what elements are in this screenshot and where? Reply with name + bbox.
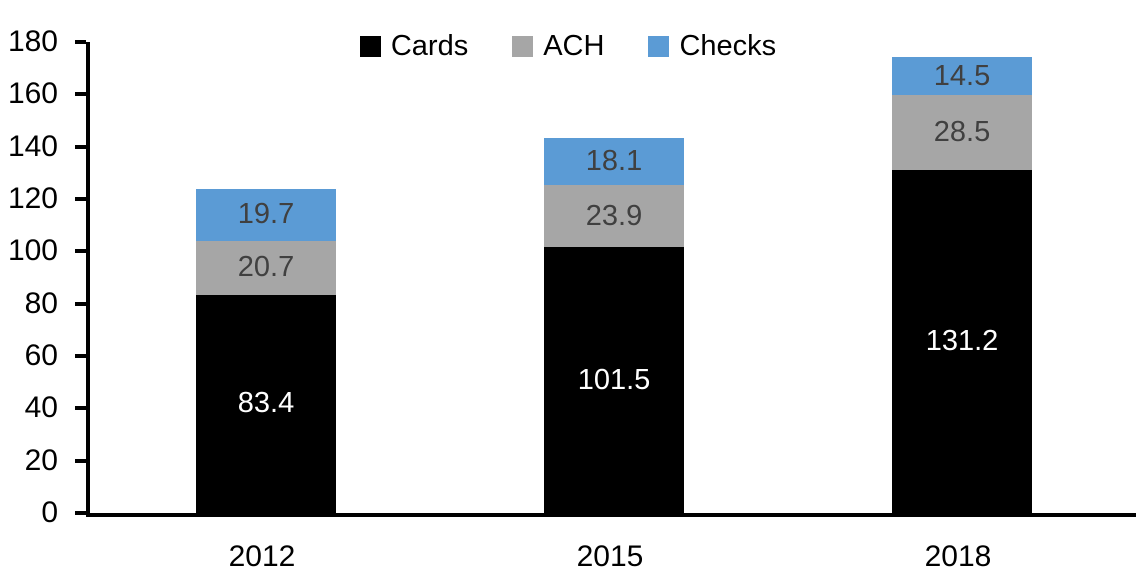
y-axis-tick-mark (75, 458, 86, 463)
legend-swatch (359, 36, 381, 57)
bar-value-label: 18.1 (585, 144, 643, 177)
x-axis-tick-label: 2018 (924, 540, 992, 573)
bar-value-label: 131.2 (925, 324, 999, 357)
y-axis-tick-label: 160 (7, 77, 58, 111)
y-axis-tick-label: 140 (7, 129, 58, 163)
legend-label: Cards (390, 30, 469, 62)
bar-segment-cards: 131.2 (892, 169, 1032, 513)
plot-area: 83.4 20.7 19.7 101.5 23.9 18.1 131.2 28.5 14.5 (75, 40, 1136, 517)
bar-segment-checks: 18.1 (544, 137, 684, 185)
y-axis-tick-mark (75, 197, 86, 201)
x-axis-tick-label: 2015 (576, 540, 644, 573)
y-axis-tick-mark (75, 301, 86, 306)
legend-item-cards: Cards (359, 30, 469, 63)
y-axis-tick-label: 40 (24, 391, 58, 425)
legend-item-ach: ACH (512, 30, 604, 63)
bar-2012: 83.4 20.7 19.7 (196, 189, 336, 513)
bar-segment-ach: 23.9 (544, 184, 684, 248)
bar-value-label: 28.5 (933, 115, 991, 148)
y-axis-tick-label: 100 (7, 234, 58, 268)
bar-value-label: 101.5 (577, 363, 651, 396)
bar-segment-ach: 20.7 (196, 240, 336, 295)
legend-label: ACH (543, 30, 605, 62)
y-axis-tick-label: 60 (24, 339, 58, 372)
y-axis-tick-mark (75, 249, 86, 254)
y-axis-tick-mark (75, 354, 86, 358)
y-axis-tick-mark (75, 511, 86, 515)
y-axis: 0 20 40 60 80 100 120 140 160 180 (0, 0, 58, 588)
y-axis-tick-mark (75, 92, 86, 97)
bar-segment-ach: 28.5 (892, 95, 1032, 170)
bar-2018: 131.2 28.5 14.5 (892, 57, 1032, 513)
bar-segment-cards: 83.4 (196, 294, 336, 513)
bar-value-label: 20.7 (237, 251, 295, 284)
y-axis-tick-mark (75, 40, 86, 44)
bar-value-label: 23.9 (585, 199, 643, 232)
legend-item-checks: Checks (648, 30, 776, 63)
x-axis-tick-label: 2012 (228, 540, 296, 573)
bar-2015: 101.5 23.9 18.1 (544, 137, 684, 513)
chart-legend: Cards ACH Checks (0, 30, 1136, 63)
legend-swatch (512, 36, 534, 57)
bar-segment-checks: 14.5 (892, 57, 1032, 96)
y-axis-tick-label: 0 (41, 496, 58, 529)
y-axis-tick-mark (75, 144, 86, 149)
bar-value-label: 19.7 (237, 198, 295, 231)
y-axis-tick-mark (75, 406, 86, 411)
y-axis-tick-label: 180 (7, 25, 58, 58)
bar-segment-cards: 101.5 (544, 247, 684, 513)
bar-value-label: 83.4 (237, 387, 295, 420)
y-axis-tick-label: 120 (7, 182, 58, 215)
y-axis-tick-label: 80 (24, 286, 58, 320)
legend-swatch (648, 36, 670, 57)
bar-value-label: 14.5 (933, 59, 991, 92)
y-axis-tick-label: 20 (24, 443, 58, 477)
bar-segment-checks: 19.7 (196, 189, 336, 241)
legend-label: Checks (679, 30, 777, 62)
